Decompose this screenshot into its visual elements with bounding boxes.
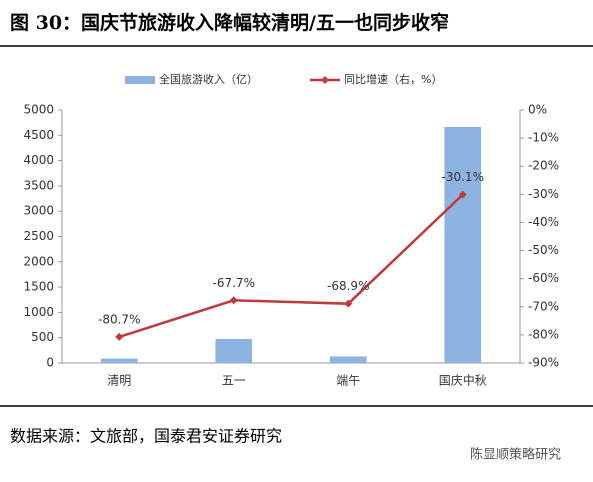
legend-label: 全国旅游收入（亿） <box>159 72 258 86</box>
line-marker <box>344 299 353 308</box>
y2-tick-label: 0% <box>528 103 547 117</box>
chart-title: 图 30：国庆节旅游收入降幅较清明/五一也同步收窄 <box>10 11 449 34</box>
bar <box>329 356 367 363</box>
x-tick-label: 清明 <box>107 374 131 388</box>
bar <box>100 358 138 363</box>
y-tick-label: 1000 <box>23 305 54 319</box>
data-label: -30.1% <box>442 170 484 184</box>
y2-tick-label: -90% <box>528 356 559 370</box>
y2-tick-label: -10% <box>528 131 559 145</box>
y2-tick-label: -80% <box>528 327 559 341</box>
legend-swatch <box>321 76 329 84</box>
data-label: -67.7% <box>213 276 255 290</box>
data-label: -80.7% <box>98 312 140 326</box>
source-note: 数据来源：文旅部，国泰君安证券研究 <box>10 427 282 446</box>
y2-tick-label: -40% <box>528 215 559 229</box>
data-label: -68.9% <box>327 279 369 293</box>
y-tick-label: 4500 <box>23 128 54 142</box>
legend-swatch <box>125 76 155 84</box>
y-tick-label: 2000 <box>23 254 54 268</box>
y-tick-label: 3500 <box>23 178 54 192</box>
x-tick-label: 国庆中秋 <box>439 373 487 388</box>
y-tick-label: 5000 <box>23 103 54 117</box>
y-tick-label: 3000 <box>23 204 54 218</box>
y-tick-label: 500 <box>31 330 54 344</box>
y-tick-label: 4000 <box>23 153 54 167</box>
y2-tick-label: -20% <box>528 159 559 173</box>
bar <box>215 338 253 363</box>
line-marker <box>115 332 124 341</box>
y-tick-label: 1500 <box>23 280 54 294</box>
y2-tick-label: -30% <box>528 187 559 201</box>
y2-tick-label: -70% <box>528 299 559 313</box>
watermark: 陈显顺策略研究 <box>470 447 561 463</box>
x-tick-label: 端午 <box>336 374 360 388</box>
x-tick-label: 五一 <box>222 374 246 388</box>
line <box>118 193 464 339</box>
y2-tick-label: -50% <box>528 243 559 257</box>
line-marker <box>458 190 467 199</box>
bar <box>444 126 482 364</box>
y-tick-label: 0 <box>46 356 54 370</box>
y-tick-label: 2500 <box>23 229 54 243</box>
line-marker <box>229 296 238 305</box>
legend-label: 同比增速（右，%） <box>344 72 442 86</box>
y2-tick-label: -60% <box>528 271 559 285</box>
